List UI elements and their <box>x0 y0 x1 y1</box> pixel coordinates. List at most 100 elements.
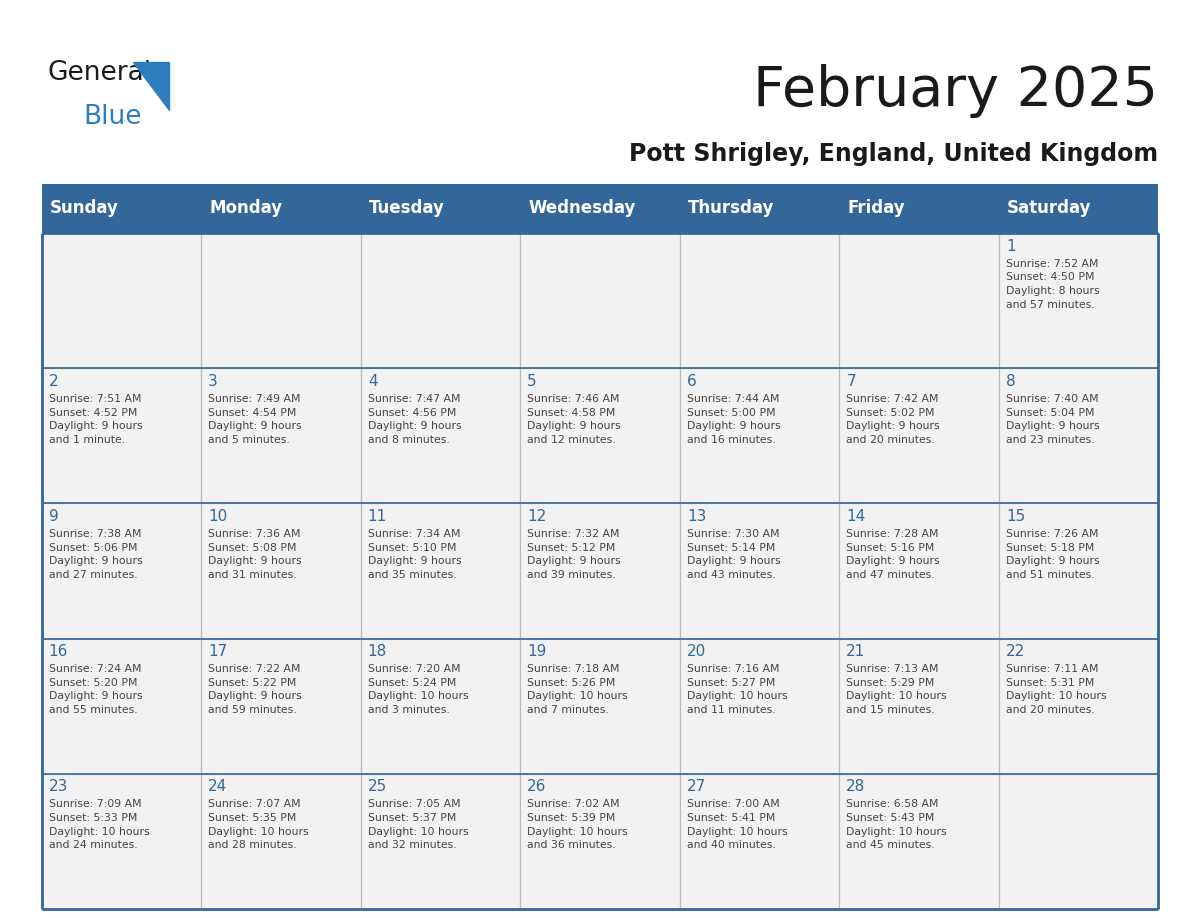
Text: Sunrise: 6:58 AM
Sunset: 5:43 PM
Daylight: 10 hours
and 45 minutes.: Sunrise: 6:58 AM Sunset: 5:43 PM Dayligh… <box>846 800 947 850</box>
Text: 15: 15 <box>1006 509 1025 524</box>
Bar <box>201 233 361 368</box>
Bar <box>361 368 520 503</box>
Text: Sunrise: 7:49 AM
Sunset: 4:54 PM
Daylight: 9 hours
and 5 minutes.: Sunrise: 7:49 AM Sunset: 4:54 PM Dayligh… <box>208 394 302 445</box>
Bar <box>42 639 201 774</box>
Text: Sunrise: 7:40 AM
Sunset: 5:04 PM
Daylight: 9 hours
and 23 minutes.: Sunrise: 7:40 AM Sunset: 5:04 PM Dayligh… <box>1006 394 1100 445</box>
Bar <box>201 368 361 503</box>
Bar <box>839 774 999 909</box>
Text: 21: 21 <box>846 644 866 659</box>
Text: Sunrise: 7:32 AM
Sunset: 5:12 PM
Daylight: 9 hours
and 39 minutes.: Sunrise: 7:32 AM Sunset: 5:12 PM Dayligh… <box>527 529 621 580</box>
Bar <box>839 503 999 639</box>
Bar <box>201 774 361 909</box>
Text: 4: 4 <box>368 374 378 389</box>
Bar <box>680 503 839 639</box>
Text: Sunrise: 7:46 AM
Sunset: 4:58 PM
Daylight: 9 hours
and 12 minutes.: Sunrise: 7:46 AM Sunset: 4:58 PM Dayligh… <box>527 394 621 445</box>
Bar <box>361 639 520 774</box>
Text: 14: 14 <box>846 509 866 524</box>
Bar <box>42 368 201 503</box>
Bar <box>839 233 999 368</box>
Text: Thursday: Thursday <box>688 199 775 218</box>
Text: Sunrise: 7:26 AM
Sunset: 5:18 PM
Daylight: 9 hours
and 51 minutes.: Sunrise: 7:26 AM Sunset: 5:18 PM Dayligh… <box>1006 529 1100 580</box>
Bar <box>999 233 1158 368</box>
Bar <box>520 774 680 909</box>
Bar <box>680 368 839 503</box>
Text: 25: 25 <box>368 779 387 794</box>
Text: Friday: Friday <box>847 199 905 218</box>
Text: 5: 5 <box>527 374 537 389</box>
Text: 7: 7 <box>846 374 857 389</box>
Bar <box>201 503 361 639</box>
Bar <box>42 774 201 909</box>
Text: 18: 18 <box>368 644 387 659</box>
Text: Sunrise: 7:13 AM
Sunset: 5:29 PM
Daylight: 10 hours
and 15 minutes.: Sunrise: 7:13 AM Sunset: 5:29 PM Dayligh… <box>846 665 947 715</box>
Text: Sunday: Sunday <box>50 199 119 218</box>
Bar <box>361 774 520 909</box>
Text: Sunrise: 7:05 AM
Sunset: 5:37 PM
Daylight: 10 hours
and 32 minutes.: Sunrise: 7:05 AM Sunset: 5:37 PM Dayligh… <box>368 800 468 850</box>
Bar <box>680 233 839 368</box>
Text: 12: 12 <box>527 509 546 524</box>
Text: 16: 16 <box>49 644 68 659</box>
Text: 11: 11 <box>368 509 387 524</box>
Text: 19: 19 <box>527 644 546 659</box>
Text: 10: 10 <box>208 509 227 524</box>
Bar <box>42 233 201 368</box>
Bar <box>42 184 1158 233</box>
Text: Monday: Monday <box>209 199 283 218</box>
Text: Sunrise: 7:36 AM
Sunset: 5:08 PM
Daylight: 9 hours
and 31 minutes.: Sunrise: 7:36 AM Sunset: 5:08 PM Dayligh… <box>208 529 302 580</box>
Bar <box>361 233 520 368</box>
Text: Sunrise: 7:11 AM
Sunset: 5:31 PM
Daylight: 10 hours
and 20 minutes.: Sunrise: 7:11 AM Sunset: 5:31 PM Dayligh… <box>1006 665 1106 715</box>
Text: Sunrise: 7:30 AM
Sunset: 5:14 PM
Daylight: 9 hours
and 43 minutes.: Sunrise: 7:30 AM Sunset: 5:14 PM Dayligh… <box>687 529 781 580</box>
Text: General: General <box>48 60 152 85</box>
Text: 17: 17 <box>208 644 227 659</box>
Bar <box>680 774 839 909</box>
Text: Sunrise: 7:51 AM
Sunset: 4:52 PM
Daylight: 9 hours
and 1 minute.: Sunrise: 7:51 AM Sunset: 4:52 PM Dayligh… <box>49 394 143 445</box>
Bar <box>520 368 680 503</box>
Text: 8: 8 <box>1006 374 1016 389</box>
Text: Sunrise: 7:42 AM
Sunset: 5:02 PM
Daylight: 9 hours
and 20 minutes.: Sunrise: 7:42 AM Sunset: 5:02 PM Dayligh… <box>846 394 940 445</box>
Bar <box>520 639 680 774</box>
Text: 3: 3 <box>208 374 217 389</box>
Bar <box>999 503 1158 639</box>
Bar <box>361 503 520 639</box>
Text: Sunrise: 7:24 AM
Sunset: 5:20 PM
Daylight: 9 hours
and 55 minutes.: Sunrise: 7:24 AM Sunset: 5:20 PM Dayligh… <box>49 665 143 715</box>
Text: Sunrise: 7:09 AM
Sunset: 5:33 PM
Daylight: 10 hours
and 24 minutes.: Sunrise: 7:09 AM Sunset: 5:33 PM Dayligh… <box>49 800 150 850</box>
Text: 20: 20 <box>687 644 706 659</box>
Text: Sunrise: 7:02 AM
Sunset: 5:39 PM
Daylight: 10 hours
and 36 minutes.: Sunrise: 7:02 AM Sunset: 5:39 PM Dayligh… <box>527 800 628 850</box>
Text: Sunrise: 7:22 AM
Sunset: 5:22 PM
Daylight: 9 hours
and 59 minutes.: Sunrise: 7:22 AM Sunset: 5:22 PM Dayligh… <box>208 665 302 715</box>
Text: 22: 22 <box>1006 644 1025 659</box>
Text: 23: 23 <box>49 779 68 794</box>
Text: Sunrise: 7:34 AM
Sunset: 5:10 PM
Daylight: 9 hours
and 35 minutes.: Sunrise: 7:34 AM Sunset: 5:10 PM Dayligh… <box>368 529 461 580</box>
Text: Tuesday: Tuesday <box>369 199 444 218</box>
Text: 1: 1 <box>1006 239 1016 253</box>
Text: 13: 13 <box>687 509 706 524</box>
Bar <box>520 233 680 368</box>
Text: 6: 6 <box>687 374 696 389</box>
Text: Sunrise: 7:52 AM
Sunset: 4:50 PM
Daylight: 8 hours
and 57 minutes.: Sunrise: 7:52 AM Sunset: 4:50 PM Dayligh… <box>1006 259 1100 309</box>
Text: 24: 24 <box>208 779 227 794</box>
Text: Sunrise: 7:18 AM
Sunset: 5:26 PM
Daylight: 10 hours
and 7 minutes.: Sunrise: 7:18 AM Sunset: 5:26 PM Dayligh… <box>527 665 628 715</box>
Bar <box>839 368 999 503</box>
Text: Sunrise: 7:16 AM
Sunset: 5:27 PM
Daylight: 10 hours
and 11 minutes.: Sunrise: 7:16 AM Sunset: 5:27 PM Dayligh… <box>687 665 788 715</box>
Text: 9: 9 <box>49 509 58 524</box>
Polygon shape <box>133 62 169 110</box>
Text: Sunrise: 7:28 AM
Sunset: 5:16 PM
Daylight: 9 hours
and 47 minutes.: Sunrise: 7:28 AM Sunset: 5:16 PM Dayligh… <box>846 529 940 580</box>
Bar <box>201 639 361 774</box>
Text: Sunrise: 7:38 AM
Sunset: 5:06 PM
Daylight: 9 hours
and 27 minutes.: Sunrise: 7:38 AM Sunset: 5:06 PM Dayligh… <box>49 529 143 580</box>
Text: 28: 28 <box>846 779 866 794</box>
Text: Sunrise: 7:07 AM
Sunset: 5:35 PM
Daylight: 10 hours
and 28 minutes.: Sunrise: 7:07 AM Sunset: 5:35 PM Dayligh… <box>208 800 309 850</box>
Bar <box>839 639 999 774</box>
Text: 27: 27 <box>687 779 706 794</box>
Text: Sunrise: 7:00 AM
Sunset: 5:41 PM
Daylight: 10 hours
and 40 minutes.: Sunrise: 7:00 AM Sunset: 5:41 PM Dayligh… <box>687 800 788 850</box>
Bar <box>680 639 839 774</box>
Bar <box>999 368 1158 503</box>
Text: February 2025: February 2025 <box>753 64 1158 118</box>
Text: Sunrise: 7:44 AM
Sunset: 5:00 PM
Daylight: 9 hours
and 16 minutes.: Sunrise: 7:44 AM Sunset: 5:00 PM Dayligh… <box>687 394 781 445</box>
Bar <box>42 503 201 639</box>
Bar <box>520 503 680 639</box>
Bar <box>999 639 1158 774</box>
Text: Pott Shrigley, England, United Kingdom: Pott Shrigley, England, United Kingdom <box>630 142 1158 166</box>
Bar <box>999 774 1158 909</box>
Text: Sunrise: 7:20 AM
Sunset: 5:24 PM
Daylight: 10 hours
and 3 minutes.: Sunrise: 7:20 AM Sunset: 5:24 PM Dayligh… <box>368 665 468 715</box>
Text: 2: 2 <box>49 374 58 389</box>
Text: Wednesday: Wednesday <box>529 199 636 218</box>
